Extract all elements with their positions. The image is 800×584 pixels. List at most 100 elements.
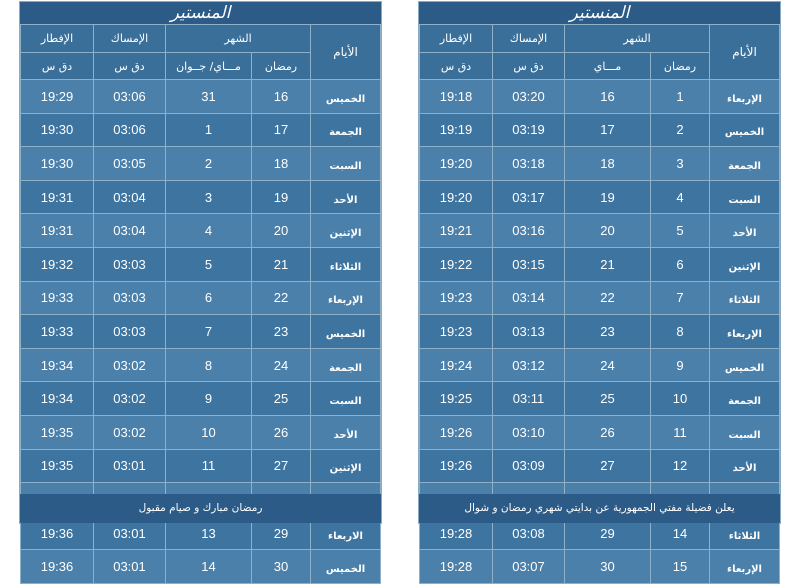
iftar-time-cell: 19:22 [419, 246, 493, 282]
table-row: الإربعاء 22 6 03:03 19:33 [20, 280, 381, 316]
subheader-ramadan: رمضان [251, 52, 311, 80]
day-cell: الإربعاء [709, 79, 780, 114]
ramadan-day-cell: 18 [251, 146, 311, 181]
ramadan-day-cell: 22 [251, 280, 311, 316]
ramadan-day-cell: 26 [251, 414, 311, 450]
gregorian-day-cell: 7 [165, 314, 252, 349]
ramadan-day-cell: 2 [650, 112, 710, 148]
table-row: السبت 25 9 03:02 19:34 [20, 381, 381, 416]
ramadan-day-cell: 23 [251, 314, 311, 349]
gregorian-day-cell: 18 [564, 146, 651, 181]
iftar-time-cell: 19:24 [419, 347, 493, 383]
table-row: الثلاثاء 21 5 03:03 19:32 [20, 246, 381, 282]
day-cell: الجمعة [310, 112, 381, 148]
iftar-time-cell: 19:23 [419, 314, 493, 349]
gregorian-day-cell: 16 [564, 79, 651, 114]
imsak-time-cell: 03:05 [93, 146, 166, 181]
imsak-time-cell: 03:16 [492, 213, 565, 248]
iftar-time-cell: 19:34 [20, 381, 94, 416]
imsak-time-cell: 03:10 [492, 414, 565, 450]
ramadan-day-cell: 27 [251, 448, 311, 484]
header-month: الشهر [564, 24, 710, 53]
imsak-time-cell: 03:07 [492, 549, 565, 584]
iftar-time-cell: 19:33 [20, 314, 94, 349]
gregorian-day-cell: 1 [165, 112, 252, 148]
gregorian-day-cell: 2 [165, 146, 252, 181]
day-cell: السبت [709, 179, 780, 215]
iftar-time-cell: 19:32 [20, 246, 94, 282]
day-cell: الخميس [709, 112, 780, 148]
imsak-time-cell: 03:02 [93, 381, 166, 416]
header-month: الشهر [165, 24, 311, 53]
iftar-time-cell: 19:26 [419, 414, 493, 450]
iftar-time-cell: 19:23 [419, 280, 493, 316]
table-row: الخميس 23 7 03:03 19:33 [20, 314, 381, 349]
ramadan-day-cell: 15 [650, 549, 710, 584]
gregorian-day-cell: 26 [564, 414, 651, 450]
imsak-time-cell: 03:11 [492, 381, 565, 416]
table-row: الإثنين 6 21 03:15 19:22 [419, 246, 780, 282]
header-days: الأيام [310, 24, 381, 80]
panel-footer: رمضان مبارك و صيام مقبول [20, 494, 381, 523]
table-row: الخميس 2 17 03:19 19:19 [419, 112, 780, 148]
day-cell: السبت [709, 414, 780, 450]
day-cell: الإربعاء [709, 314, 780, 349]
day-cell: الخميس [310, 314, 381, 349]
day-cell: الجمعة [310, 347, 381, 383]
gregorian-day-cell: 25 [564, 381, 651, 416]
iftar-time-cell: 19:21 [419, 213, 493, 248]
table-row: الإثنين 20 4 03:04 19:31 [20, 213, 381, 248]
imsak-time-cell: 03:12 [492, 347, 565, 383]
day-cell: الإربعاء [709, 549, 780, 584]
ramadan-day-cell: 12 [650, 448, 710, 484]
ramadan-day-cell: 8 [650, 314, 710, 349]
iftar-time-cell: 19:35 [20, 414, 94, 450]
gregorian-day-cell: 4 [165, 213, 252, 248]
table-row: الأحد 12 27 03:09 19:26 [419, 448, 780, 484]
imsak-time-cell: 03:18 [492, 146, 565, 181]
day-cell: الإثنين [310, 448, 381, 484]
imsak-time-cell: 03:03 [93, 280, 166, 316]
gregorian-day-cell: 30 [564, 549, 651, 584]
subheader-ramadan: رمضان [650, 52, 710, 80]
gregorian-day-cell: 31 [165, 79, 252, 114]
iftar-time-cell: 19:20 [419, 146, 493, 181]
table-row: الإربعاء 15 30 03:07 19:28 [419, 549, 780, 584]
ramadan-day-cell: 10 [650, 381, 710, 416]
ramadan-day-cell: 30 [251, 549, 311, 584]
ramadan-day-cell: 19 [251, 179, 311, 215]
subheader-imsak-units: دق س [492, 52, 565, 80]
subheader-gregorian: مـــاي/ جــوان [165, 52, 252, 80]
day-cell: الإثنين [709, 246, 780, 282]
schedule-panel-first-half: المنستير الأيام الشهر الإمساك الإفطار رم… [418, 1, 781, 584]
gregorian-day-cell: 23 [564, 314, 651, 349]
day-cell: الخميس [310, 549, 381, 584]
header-imsak: الإمساك [492, 24, 565, 53]
ramadan-day-cell: 16 [251, 79, 311, 114]
imsak-time-cell: 03:14 [492, 280, 565, 316]
table-row: الأحد 19 3 03:04 19:31 [20, 179, 381, 215]
panel-title: المنستير [419, 2, 780, 24]
imsak-time-cell: 03:17 [492, 179, 565, 215]
imsak-time-cell: 03:04 [93, 179, 166, 215]
table-row: الأحد 5 20 03:16 19:21 [419, 213, 780, 248]
gregorian-day-cell: 17 [564, 112, 651, 148]
table-row: الخميس 30 14 03:01 19:36 [20, 549, 381, 584]
table-row: السبت 4 19 03:17 19:20 [419, 179, 780, 215]
iftar-time-cell: 19:28 [419, 549, 493, 584]
imsak-time-cell: 03:20 [492, 79, 565, 114]
ramadan-day-cell: 1 [650, 79, 710, 114]
panel-footer: يعلن فضيلة مفتي الجمهورية عن بدايتي شهري… [419, 494, 780, 523]
table-row: الجمعة 3 18 03:18 19:20 [419, 146, 780, 181]
iftar-time-cell: 19:31 [20, 213, 94, 248]
schedule-table: الأيام الشهر الإمساك الإفطار رمضان مـــا… [20, 24, 381, 584]
day-cell: الأحد [709, 213, 780, 248]
gregorian-day-cell: 24 [564, 347, 651, 383]
iftar-time-cell: 19:19 [419, 112, 493, 148]
iftar-time-cell: 19:30 [20, 146, 94, 181]
header-imsak: الإمساك [93, 24, 166, 53]
day-cell: الأحد [310, 179, 381, 215]
gregorian-day-cell: 5 [165, 246, 252, 282]
iftar-time-cell: 19:36 [20, 549, 94, 584]
header-iftar: الإفطار [20, 24, 94, 53]
